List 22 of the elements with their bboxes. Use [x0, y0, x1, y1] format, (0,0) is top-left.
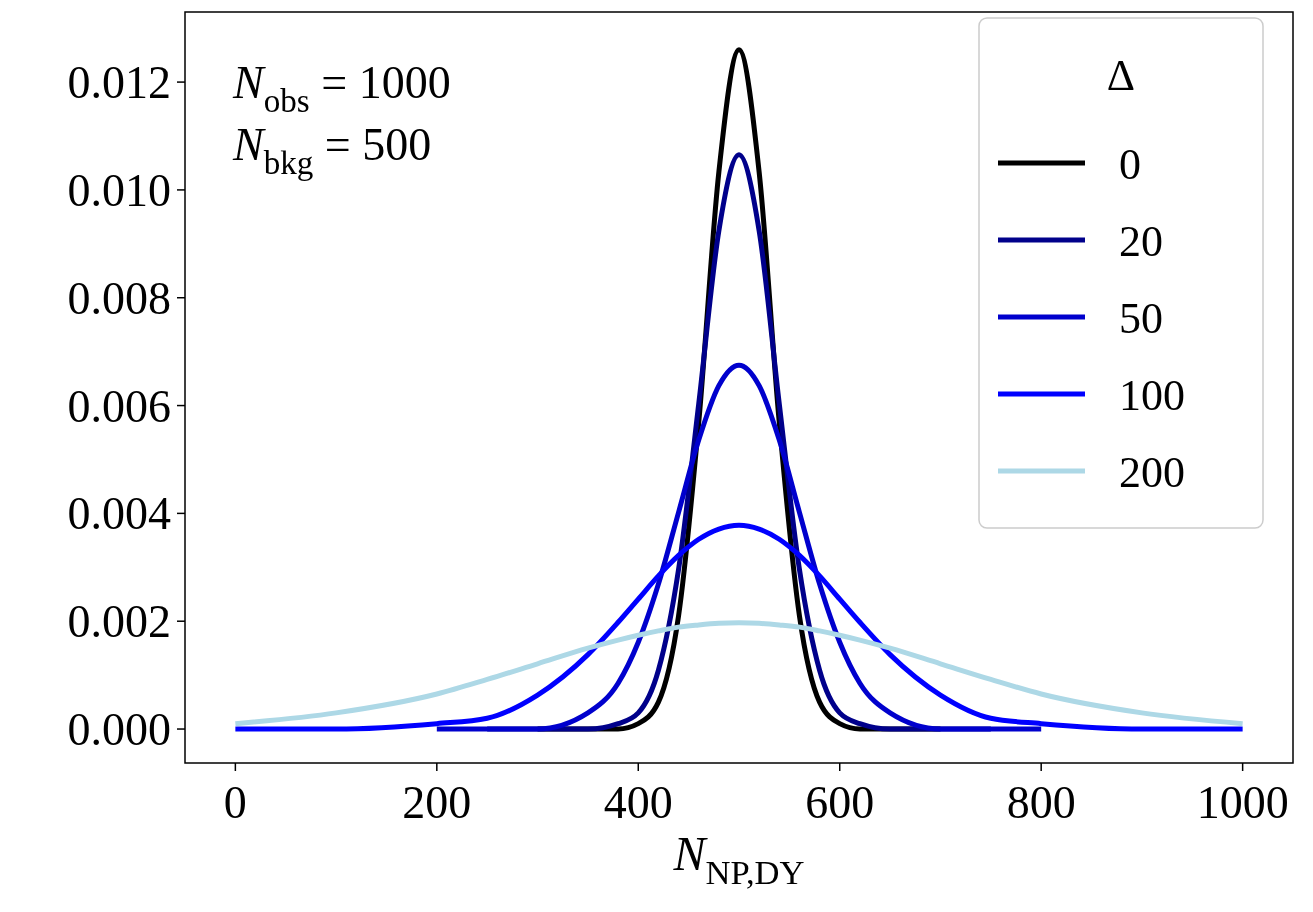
x-tick-label: 800	[1006, 777, 1076, 828]
x-tick-label: 400	[603, 777, 673, 828]
y-tick-label: 0.004	[67, 488, 171, 540]
annotation: N$_{obs}$ = 1000	[232, 57, 451, 119]
legend-label: 100	[1119, 371, 1185, 420]
legend-label: 50	[1119, 294, 1163, 343]
legend-label: 20	[1119, 217, 1163, 266]
y-tick-label: 0.006	[67, 380, 171, 432]
y-tick-label: 0.002	[67, 596, 171, 648]
y-tick-label: 0.000	[67, 704, 171, 756]
legend-title: Δ	[1106, 51, 1136, 100]
y-tick-label: 0.008	[67, 272, 171, 324]
x-tick-label: 1000	[1196, 777, 1289, 828]
y-tick-label: 0.012	[67, 57, 171, 109]
x-tick-label: 0	[223, 777, 247, 828]
legend-label: 200	[1119, 448, 1185, 497]
annotation: N$_{bkg}$ = 500	[232, 119, 432, 181]
legend-label: 0	[1119, 140, 1141, 189]
y-tick-label: 0.010	[67, 164, 171, 216]
x-tick-label: 200	[402, 777, 472, 828]
x-axis-title: N$_{NP,DY}$	[672, 827, 805, 892]
x-tick-label: 600	[805, 777, 875, 828]
